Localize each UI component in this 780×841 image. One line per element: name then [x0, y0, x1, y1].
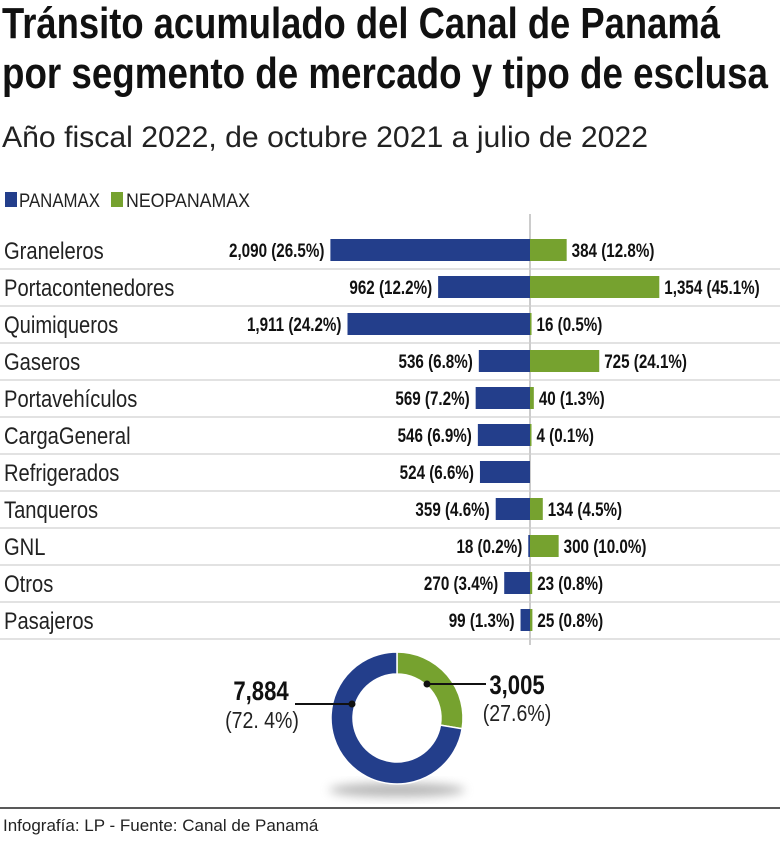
bar-neopanamax	[530, 239, 567, 261]
value-label-neopanamax: 40 (1.3%)	[539, 387, 605, 409]
bar-panamax	[520, 609, 530, 631]
leader-dot-neopanamax	[423, 680, 431, 688]
value-label-neopanamax: 384 (12.8%)	[572, 239, 655, 261]
bar-panamax	[347, 313, 530, 335]
donut-slice-neopanamax	[396, 651, 464, 730]
value-label-panamax: 2,090 (26.5%)	[229, 239, 324, 261]
value-label-panamax: 18 (0.2%)	[456, 535, 522, 557]
value-label-neopanamax: 725 (24.1%)	[604, 350, 687, 372]
category-label: Graneleros	[4, 237, 104, 264]
value-label-panamax: 546 (6.9%)	[398, 424, 472, 446]
bar-neopanamax	[530, 313, 532, 335]
bar-neopanamax	[530, 424, 532, 446]
bar-neopanamax	[530, 572, 533, 594]
category-label: Portacontenedores	[4, 274, 174, 301]
bar-panamax	[504, 572, 530, 594]
category-label: Refrigerados	[4, 459, 119, 486]
value-label-panamax: 962 (12.2%)	[349, 276, 432, 298]
value-label-panamax: 99 (1.3%)	[449, 609, 515, 631]
value-label-panamax: 536 (6.8%)	[399, 350, 473, 372]
donut-shadow	[329, 783, 465, 797]
bar-panamax	[479, 461, 530, 483]
donut-percent-panamax: (72. 4%)	[225, 708, 299, 734]
bar-neopanamax	[530, 609, 533, 631]
value-label-panamax: 359 (4.6%)	[415, 498, 489, 520]
category-label: Gaseros	[4, 348, 80, 375]
legend-label-neopanamax: NEOPANAMAX	[126, 191, 250, 212]
value-label-neopanamax: 25 (0.8%)	[537, 609, 603, 631]
value-label-neopanamax: 4 (0.1%)	[537, 424, 594, 446]
value-label-neopanamax: 1,354 (45.1%)	[664, 276, 759, 298]
legend-swatch-panamax	[5, 192, 17, 207]
legend-label-panamax: PANAMAX	[19, 191, 100, 212]
bar-panamax	[477, 424, 530, 446]
bar-panamax	[475, 387, 530, 409]
bar-neopanamax	[530, 498, 543, 520]
bar-panamax	[438, 276, 530, 298]
legend-swatch-neopanamax	[111, 192, 123, 207]
value-label-neopanamax: 300 (10.0%)	[564, 535, 647, 557]
category-label: GNL	[4, 533, 45, 560]
title-line-2: por segmento de mercado y tipo de esclus…	[2, 49, 768, 98]
bar-panamax	[495, 498, 530, 520]
value-label-panamax: 569 (7.2%)	[395, 387, 469, 409]
bar-panamax	[478, 350, 530, 372]
bar-neopanamax	[530, 350, 600, 372]
footer-credit: Infografía: LP - Fuente: Canal de Panamá	[3, 816, 319, 835]
value-label-panamax: 524 (6.6%)	[400, 461, 474, 483]
value-label-neopanamax: 134 (4.5%)	[548, 498, 622, 520]
bar-neopanamax	[530, 276, 660, 298]
title-line-1: Tránsito acumulado del Canal de Panamá	[2, 0, 720, 48]
donut-slice-panamax	[330, 651, 463, 785]
subtitle: Año fiscal 2022, de octubre 2021 a julio…	[2, 121, 648, 154]
legend: PANAMAX NEOPANAMAX	[5, 191, 250, 212]
bar-neopanamax	[530, 535, 559, 557]
donut-value-neopanamax: 3,005	[489, 671, 545, 701]
value-label-panamax: 1,911 (24.2%)	[247, 313, 342, 335]
donut-chart: 7,884(72. 4%) 3,005(27.6%)	[225, 651, 551, 797]
category-label: Portavehículos	[4, 385, 137, 412]
category-label: Quimiqueros	[4, 311, 118, 338]
bar-panamax	[330, 239, 530, 261]
donut-percent-neopanamax: (27.6%)	[483, 701, 551, 727]
category-label: Pasajeros	[4, 607, 94, 634]
category-label: Otros	[4, 570, 53, 597]
bar-chart: Graneleros 2,090 (26.5%) 384 (12.8%) Portac…	[0, 214, 780, 645]
category-label: CargaGeneral	[4, 422, 131, 449]
bar-panamax	[528, 535, 530, 557]
bar-neopanamax	[530, 387, 534, 409]
value-label-neopanamax: 23 (0.8%)	[537, 572, 603, 594]
leader-dot-panamax	[348, 700, 356, 708]
value-label-panamax: 270 (3.4%)	[424, 572, 498, 594]
donut-value-panamax: 7,884	[233, 677, 289, 707]
category-label: Tanqueros	[4, 496, 98, 523]
value-label-neopanamax: 16 (0.5%)	[537, 313, 603, 335]
